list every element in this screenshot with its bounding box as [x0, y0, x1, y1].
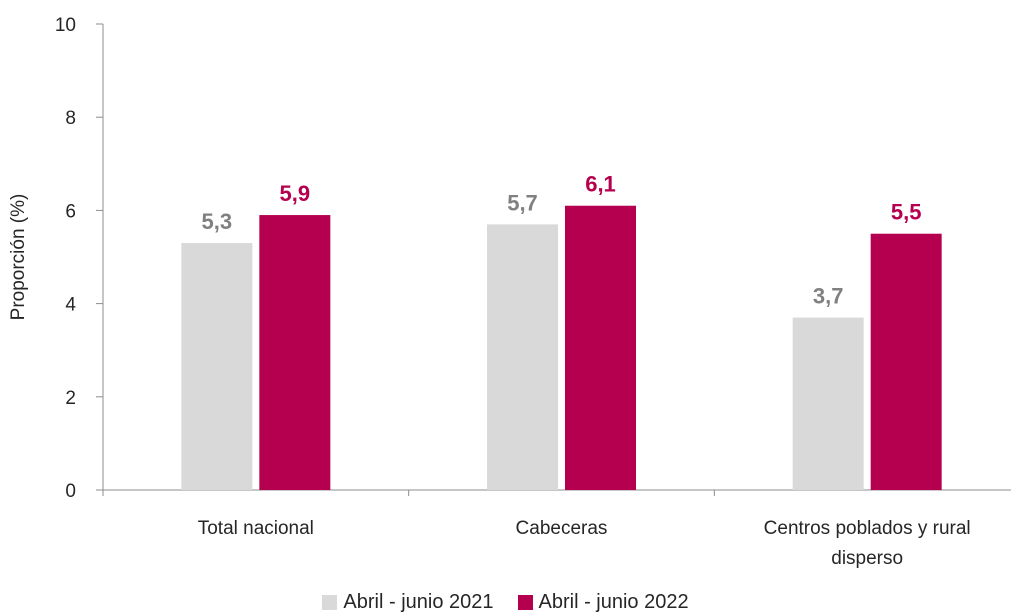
y-tick-label: 8 [65, 108, 76, 129]
bar-value-label: 5,3 [202, 209, 233, 234]
legend-swatch-2022 [517, 594, 533, 610]
legend-item-2021: Abril - junio 2021 [322, 590, 494, 614]
bar-value-label: 6,1 [585, 172, 616, 197]
y-tick-label: 2 [65, 388, 76, 409]
bar-value-label: 5,9 [280, 181, 311, 206]
y-tick-label: 10 [55, 15, 76, 36]
legend-swatch-2021 [322, 594, 338, 610]
bar-2022 [870, 233, 942, 490]
x-category-label: Total nacional [198, 518, 314, 539]
bar-2021 [181, 243, 253, 490]
x-category-label: Centros poblados y rural [764, 518, 971, 539]
legend-item-2022: Abril - junio 2022 [517, 590, 689, 614]
y-tick-label: 0 [65, 481, 76, 502]
y-axis-title: Proporción (%) [8, 194, 29, 321]
x-category-label: Cabeceras [516, 518, 608, 539]
bar-value-label: 5,5 [891, 200, 922, 225]
bar-2022 [259, 215, 331, 490]
y-tick-label: 4 [65, 295, 76, 316]
bars [181, 205, 942, 491]
legend-label-2022: Abril - junio 2022 [538, 590, 689, 613]
legend-label-2021: Abril - junio 2021 [343, 590, 494, 613]
bar-value-label: 5,7 [507, 190, 538, 215]
data-labels: 5,3 5,7 3,7 5,9 6,1 5,5 [202, 172, 922, 309]
bar-value-label: 3,7 [813, 284, 844, 309]
x-category-label: disperso [831, 548, 903, 569]
bar-2021 [792, 317, 864, 490]
y-axis: 0 2 4 6 8 10 [55, 15, 104, 502]
legend: Abril - junio 2021 Abril - junio 2022 [0, 590, 1011, 614]
x-axis: Total nacional Cabeceras Centros poblados … [102, 489, 1011, 569]
bar-2021 [487, 224, 558, 490]
bar-chart: 0 2 4 6 8 10 Total nacional Cabeceras Centros p… [8, 15, 1011, 569]
y-tick-label: 6 [65, 201, 76, 222]
bar-2022 [565, 205, 636, 491]
